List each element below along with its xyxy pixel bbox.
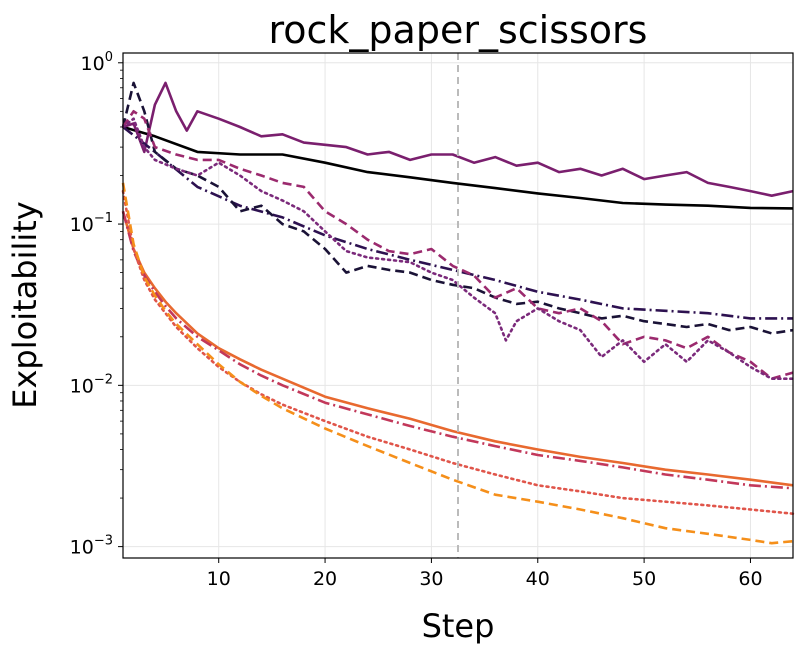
x-tick-label: 20 (313, 568, 337, 590)
x-tick-label: 60 (738, 568, 762, 590)
x-tick-label: 10 (207, 568, 231, 590)
y-tick-label: 10−3 (70, 534, 113, 559)
y-tick-label: 10−1 (70, 211, 113, 236)
series-line-8 (121, 210, 794, 490)
chart-title: rock_paper_scissors (269, 8, 648, 52)
series-group (121, 81, 795, 545)
series-line-5 (121, 110, 794, 381)
x-tick-label: 40 (526, 568, 550, 590)
y-tick-label: 10−2 (70, 372, 113, 397)
series-line-6 (121, 117, 795, 381)
y-axis-label: Exploitability (6, 201, 44, 408)
plot-frame (122, 52, 794, 559)
series-line-1 (122, 125, 794, 210)
x-axis-label: Step (422, 607, 495, 645)
series-line-4 (121, 81, 794, 335)
series-line-10 (121, 182, 794, 545)
y-ticks: 10−3 10−2 10−1 100 (70, 50, 123, 559)
series-line-9 (121, 189, 795, 516)
y-tick-label: 100 (81, 50, 113, 75)
series-line-2 (122, 81, 794, 197)
x-ticks: 10 20 30 40 50 60 (207, 558, 763, 590)
x-tick-label: 50 (632, 568, 656, 590)
x-tick-label: 30 (419, 568, 443, 590)
series-line-3 (122, 125, 793, 320)
series-line-7 (121, 210, 794, 487)
